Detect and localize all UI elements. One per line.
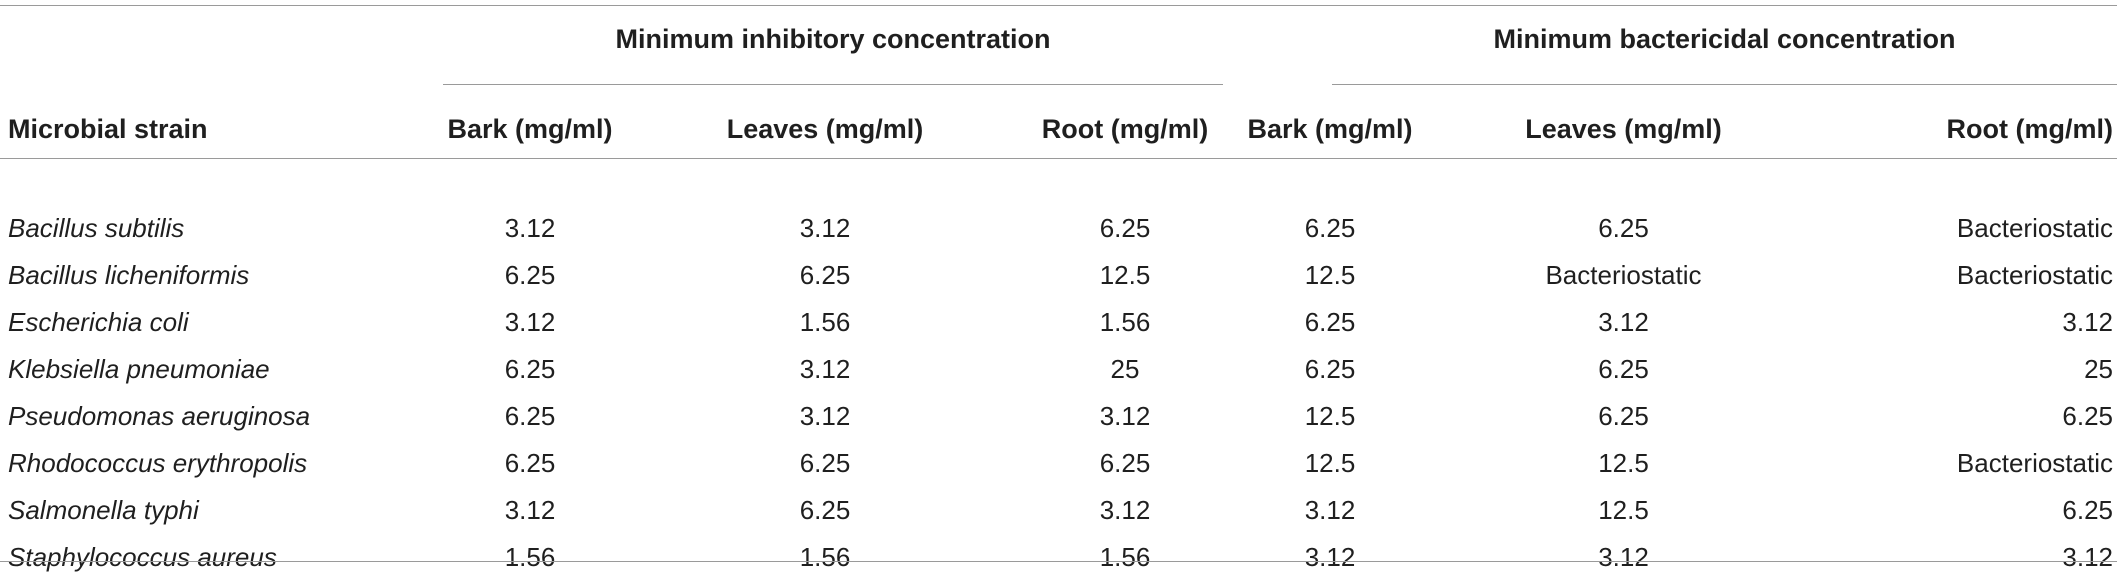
column-header-mbc-bark: Bark (mg/ml) [1247, 113, 1413, 144]
results-table-figure: Minimum inhibitory concentration Minimum… [0, 5, 2117, 572]
table-row: Bacillus subtilis 3.12 3.12 6.25 6.25 6.… [0, 205, 2117, 252]
cell-mbc-root: 3.12 [2062, 542, 2113, 572]
column-header-strain: Microbial strain [8, 113, 208, 144]
cell-mbc-leaves: Bacteriostatic [1545, 260, 1702, 290]
column-header-mic-bark: Bark (mg/ml) [447, 113, 613, 144]
cell-mbc-leaves: 6.25 [1598, 213, 1649, 243]
cell-mbc-leaves: 12.5 [1598, 495, 1649, 525]
cell-mbc-bark: 6.25 [1304, 354, 1356, 384]
strain-name: Salmonella typhi [8, 495, 199, 525]
cell-mbc-bark: 6.25 [1304, 307, 1356, 337]
cell-mbc-bark: 12.5 [1304, 260, 1356, 290]
group-rule-mic [443, 84, 1223, 85]
group-rule-mbc [1332, 84, 2117, 85]
cell-mic-root: 1.56 [1099, 307, 1151, 337]
cell-mic-bark: 3.12 [504, 495, 556, 525]
group-header-mbc: Minimum bactericidal concentration [1493, 24, 1956, 54]
cell-mic-bark: 6.25 [504, 260, 556, 290]
cell-mbc-leaves: 6.25 [1598, 401, 1649, 431]
cell-mic-root: 1.56 [1099, 542, 1151, 572]
column-header-row: Microbial strain Bark (mg/ml) Leaves (mg… [0, 100, 2117, 158]
cell-mic-leaves: 1.56 [799, 542, 851, 572]
table-row: Rhodococcus erythropolis 6.25 6.25 6.25 … [0, 440, 2117, 487]
column-header-mic-root: Root (mg/ml) [1041, 113, 1209, 144]
cell-mbc-bark: 6.25 [1304, 213, 1356, 243]
cell-mic-leaves: 3.12 [799, 213, 851, 243]
table-row: Pseudomonas aeruginosa 6.25 3.12 3.12 12… [0, 393, 2117, 440]
cell-mic-root: 12.5 [1099, 260, 1151, 290]
cell-mic-bark: 6.25 [504, 401, 556, 431]
cell-mic-leaves: 6.25 [799, 495, 851, 525]
cell-mic-leaves: 3.12 [799, 401, 851, 431]
table-row: Salmonella typhi 3.12 6.25 3.12 3.12 12.… [0, 487, 2117, 534]
strain-name: Bacillus licheniformis [8, 260, 250, 290]
cell-mbc-bark: 12.5 [1304, 401, 1356, 431]
column-header-mbc-root: Root (mg/ml) [1946, 113, 2113, 144]
column-header-mbc-leaves: Leaves (mg/ml) [1525, 113, 1722, 144]
table-row: Staphylococcus aureus 1.56 1.56 1.56 3.1… [0, 534, 2117, 581]
header-bottom-rule [0, 158, 2117, 159]
cell-mic-leaves: 6.25 [799, 448, 851, 478]
group-header-mic: Minimum inhibitory concentration [615, 24, 1051, 54]
cell-mic-leaves: 3.12 [799, 354, 851, 384]
cell-mbc-leaves: 6.25 [1598, 354, 1649, 384]
table-row: Bacillus licheniformis 6.25 6.25 12.5 12… [0, 252, 2117, 299]
cell-mic-leaves: 1.56 [799, 307, 851, 337]
strain-name: Bacillus subtilis [8, 213, 185, 243]
table-row: Klebsiella pneumoniae 6.25 3.12 25 6.25 … [0, 346, 2117, 393]
cell-mic-leaves: 6.25 [799, 260, 851, 290]
cell-mbc-bark: 3.12 [1304, 542, 1356, 572]
cell-mbc-root: 3.12 [2062, 307, 2113, 337]
cell-mbc-root: 25 [2084, 354, 2113, 384]
cell-mic-root: 6.25 [1099, 448, 1151, 478]
cell-mic-bark: 6.25 [504, 448, 556, 478]
cell-mic-bark: 1.56 [504, 542, 556, 572]
cell-mbc-root: 6.25 [2062, 401, 2113, 431]
cell-mbc-leaves: 3.12 [1598, 307, 1649, 337]
strain-name: Klebsiella pneumoniae [8, 354, 270, 384]
strain-name: Staphylococcus aureus [8, 542, 277, 572]
cell-mic-bark: 3.12 [504, 307, 556, 337]
strain-name: Rhodococcus erythropolis [8, 448, 308, 478]
cell-mbc-bark: 12.5 [1304, 448, 1356, 478]
table-body: Bacillus subtilis 3.12 3.12 6.25 6.25 6.… [0, 158, 2117, 581]
strain-name: Pseudomonas aeruginosa [8, 401, 311, 431]
cell-mbc-root: Bacteriostatic [1956, 213, 2113, 243]
strain-name: Escherichia coli [8, 307, 189, 337]
table-top-rule [0, 5, 2117, 6]
cell-mbc-leaves: 3.12 [1598, 542, 1649, 572]
cell-mbc-root: 6.25 [2062, 495, 2113, 525]
cell-mbc-root: Bacteriostatic [1956, 448, 2113, 478]
cell-mbc-leaves: 12.5 [1598, 448, 1649, 478]
table-row: Escherichia coli 3.12 1.56 1.56 6.25 3.1… [0, 299, 2117, 346]
cell-mic-root: 6.25 [1099, 213, 1151, 243]
cell-mic-root: 3.12 [1099, 401, 1151, 431]
cell-mic-bark: 3.12 [504, 213, 556, 243]
data-table: Microbial strain Bark (mg/ml) Leaves (mg… [0, 100, 2117, 581]
cell-mic-root: 25 [1110, 354, 1140, 384]
column-header-mic-leaves: Leaves (mg/ml) [726, 113, 924, 144]
table-bottom-rule [0, 561, 2117, 562]
cell-mic-bark: 6.25 [504, 354, 556, 384]
cell-mbc-bark: 3.12 [1304, 495, 1356, 525]
cell-mic-root: 3.12 [1099, 495, 1151, 525]
cell-mbc-root: Bacteriostatic [1956, 260, 2113, 290]
